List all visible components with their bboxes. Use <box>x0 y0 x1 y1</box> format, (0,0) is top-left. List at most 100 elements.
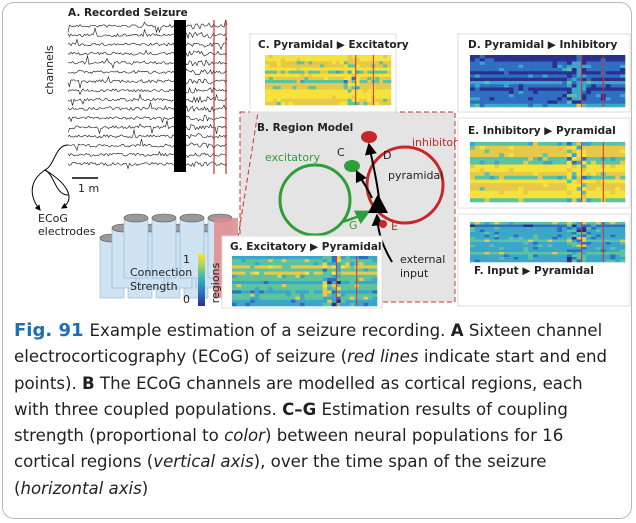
heatmap-cell <box>595 190 602 195</box>
colorbar-tick: 1 <box>183 253 190 266</box>
heatmap-cell <box>245 302 251 307</box>
heatmap-cell <box>532 232 539 235</box>
heatmap-cell <box>523 187 529 192</box>
panel: D. Pyramidal ▶ Inhibitory <box>457 33 631 113</box>
caption-text: indicate start and end points). <box>14 347 608 393</box>
heatmap-cell <box>571 103 577 108</box>
heatmap-cell <box>494 237 500 240</box>
heatmap-cell <box>499 179 505 184</box>
heatmap-cell <box>605 160 611 165</box>
heatmap-cell <box>513 183 519 188</box>
heatmap <box>265 55 392 106</box>
heatmap-cell <box>523 249 529 253</box>
heatmap-cell <box>518 237 524 240</box>
heatmap-cell <box>508 90 514 95</box>
heatmap-cell <box>537 234 543 238</box>
heatmap-cell <box>290 296 296 301</box>
heatmap-cell <box>523 175 529 180</box>
heatmap-cell <box>523 179 529 184</box>
heatmap-cell <box>268 83 274 87</box>
eeg-trace <box>67 93 228 106</box>
heatmap-cell <box>272 256 278 260</box>
heatmap-cell <box>280 101 285 106</box>
heatmap-cell <box>347 98 352 103</box>
heatmap-cell <box>318 274 323 279</box>
heatmap-cell <box>576 164 582 169</box>
heatmap-cell <box>499 198 505 203</box>
heatmap-cell <box>272 61 278 65</box>
heatmap-cell <box>591 58 597 62</box>
heatmap-cell <box>523 242 529 245</box>
heatmap-cell <box>528 249 534 253</box>
heatmap-cell <box>484 190 490 195</box>
heatmap-cell <box>605 145 611 150</box>
heatmap-cell <box>313 299 319 304</box>
heatmap-cell <box>300 70 305 75</box>
heatmap-cell <box>331 58 337 62</box>
heatmap-cell <box>542 247 548 250</box>
heatmap-cell <box>508 74 514 79</box>
heatmap-cell <box>528 224 534 228</box>
heatmap-cell <box>372 259 378 263</box>
heatmap-cell <box>489 149 495 154</box>
heatmap-cell <box>576 227 582 230</box>
heatmap-cell <box>508 164 514 169</box>
heatmap-cell <box>288 95 293 100</box>
heatmap-cell <box>591 145 597 150</box>
heatmap-cell <box>494 183 500 188</box>
heatmap-cell <box>484 224 490 228</box>
heatmap-cell <box>358 259 364 263</box>
heatmap-cell <box>363 92 368 96</box>
heatmap-cell <box>292 67 297 71</box>
heatmap-cell <box>547 153 553 158</box>
heatmap-cell <box>620 249 626 253</box>
heatmap-cell <box>250 271 255 276</box>
heatmap-cell <box>581 242 587 245</box>
heatmap-cell <box>503 71 510 75</box>
heatmap-cell <box>547 74 553 79</box>
heatmap-cell <box>328 83 333 87</box>
heatmap-cell <box>571 175 577 180</box>
heatmap-cell <box>528 61 534 66</box>
heatmap-cell <box>576 175 582 180</box>
heatmap-cell <box>532 149 539 154</box>
heatmap-cell <box>508 97 514 101</box>
heatmap-cell <box>367 86 372 90</box>
heatmap-cell <box>254 299 260 304</box>
heatmap-cell <box>474 242 480 245</box>
heatmap-cell <box>547 64 553 69</box>
heatmap-cell <box>576 149 582 154</box>
heatmap-cell <box>489 90 495 95</box>
heatmap-cell <box>557 58 563 62</box>
heatmap-cell <box>508 259 514 263</box>
heatmap-cell <box>484 239 490 243</box>
heatmap-cell <box>532 224 539 228</box>
heatmap-cell <box>484 249 490 253</box>
heatmap-cell <box>363 95 368 100</box>
eeg-trace <box>67 55 228 69</box>
heatmap-cell <box>547 100 553 105</box>
heatmap-cell <box>571 61 577 66</box>
heatmap-cell <box>359 58 364 62</box>
heatmap-cell <box>494 239 500 243</box>
heatmap-cell <box>265 67 270 71</box>
heatmap-cell <box>322 287 328 291</box>
heatmap-cell <box>489 68 495 72</box>
heatmap-cell <box>605 237 611 240</box>
heatmap-cell <box>586 198 592 203</box>
node-label: input <box>400 267 429 280</box>
heatmap-cell <box>566 224 573 228</box>
heatmap-cell <box>542 172 548 177</box>
heatmap-cell <box>595 242 602 245</box>
heatmap-cell <box>372 277 378 282</box>
heatmap-cell <box>236 262 242 266</box>
heatmap-cell <box>232 256 237 260</box>
heatmap-cell <box>383 67 388 71</box>
heatmap-cell <box>479 145 485 150</box>
heatmap-cell <box>316 89 321 93</box>
heatmap-cell <box>591 64 597 69</box>
caption-panel-ref: C–G <box>282 399 317 419</box>
heatmap-cell <box>484 164 490 169</box>
heatmap-cell <box>324 70 329 75</box>
heatmap-cell <box>610 194 616 199</box>
